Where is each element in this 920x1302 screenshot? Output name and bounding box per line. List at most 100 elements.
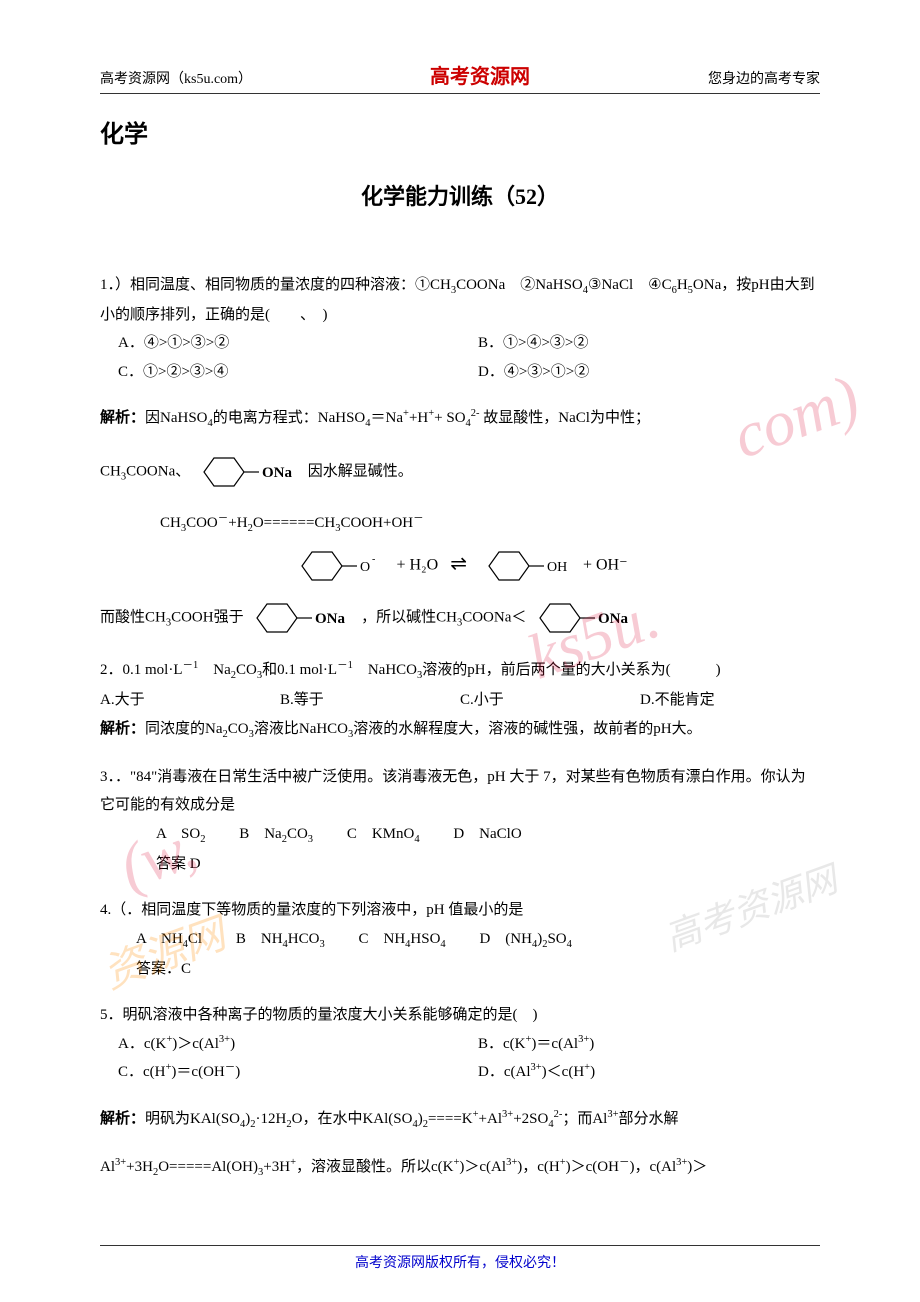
text: ====K (428, 1111, 473, 1127)
text: +Al (479, 1111, 502, 1127)
text: + H₂O (396, 557, 438, 574)
document-title: 化学能力训练（52） (100, 179, 820, 211)
q3-options: A SO2 B Na2CO3 C KMnO4 D NaClO (100, 820, 820, 850)
text: 部分水解 (619, 1111, 679, 1127)
text: Na (198, 662, 231, 678)
page: com) ks5u. (w, 资源网 高考资源网 高考资源网（ks5u.com）… (0, 0, 920, 1302)
option-d: D (NH4)2SO4 (479, 931, 571, 947)
q5-stem: 5．明矾溶液中各种离子的物质的量浓度大小关系能够确定的是( ) (100, 1001, 820, 1030)
option-d: D.不能肯定 (640, 686, 820, 715)
question-4: 4.（．相同温度下等物质的量浓度的下列溶液中，pH 值最小的是 A NH4Cl … (100, 896, 820, 983)
svg-text:ONa: ONa (598, 611, 629, 627)
text: +H (409, 410, 428, 426)
text: NaHCO (353, 662, 417, 678)
option-a: A NH4Cl (136, 931, 202, 947)
benzene-o-icon: O- (292, 546, 392, 586)
q1-options: A．④>①>③>② B．①>④>③>② C．①>②>③>④ D．④>③>①>② (100, 329, 820, 386)
text: 1．）相同温度、相同物质的量浓度的四种溶液：①CH (100, 277, 451, 293)
text: COOH+OH (341, 515, 414, 531)
option-b: B．①>④>③>② (460, 329, 820, 358)
analysis-label: 解析： (100, 410, 145, 426)
q2-analysis: 解析：同浓度的Na2CO3溶液比NaHCO3溶液的水解程度大，溶液的碱性强，故前… (100, 715, 820, 745)
text: + OH⁻ (583, 557, 628, 574)
option-c: C NH4HSO4 (358, 931, 445, 947)
q1-line3: 而酸性CH3COOH强于 ONa ，所以碱性CH3COONa＜ ONa (100, 598, 820, 638)
text: 溶液比NaHCO (254, 721, 348, 737)
q1-equation-1: CH3COO－+H2O======CH3COOH+OH－ (160, 510, 820, 534)
question-2: 2．0.1 mol·L－1 Na2CO3和0.1 mol·L－1 NaHCO3溶… (100, 656, 820, 744)
option-c: C.小于 (460, 686, 640, 715)
header-left: 高考资源网（ks5u.com） (100, 68, 252, 88)
text: CH (100, 464, 121, 480)
text: O，在水中KAl(SO (292, 1111, 413, 1127)
q1-stem: 1．）相同温度、相同物质的量浓度的四种溶液：①CH3COONa ②NaHSO4③… (100, 271, 820, 329)
q5-analysis-2: Al3++3H2O=====Al(OH)3+3H+，溶液显酸性。所以c(K+)＞… (100, 1153, 820, 1183)
option-b: B.等于 (280, 686, 460, 715)
text: 和0.1 mol·L (262, 662, 337, 678)
text: H (677, 277, 688, 293)
text: CO (236, 662, 257, 678)
text: )，c(Al (629, 1159, 676, 1175)
text: ③NaCl ④C (588, 277, 672, 293)
benzene-ona-icon: ONa (530, 598, 640, 638)
footer: 高考资源网版权所有，侵权必究！ (100, 1245, 820, 1272)
text: 故显酸性，NaCl为中性； (480, 410, 650, 426)
option-a: A．c(K+)＞c(Al3+) (100, 1030, 460, 1059)
text: CO (228, 721, 249, 737)
svg-text:O: O (360, 560, 370, 575)
text: 因NaHSO (145, 410, 208, 426)
text: Al (100, 1159, 115, 1175)
option-d: D．c(Al3+)＜c(H+) (460, 1058, 820, 1087)
text: ，所以碱性CH (361, 610, 457, 626)
text: )＞c(Al (459, 1159, 506, 1175)
q3-stem: 3．．"84"消毒液在日常生活中被广泛使用。该消毒液无色，pH 大于 7，对某些… (100, 763, 820, 820)
q2-stem: 2．0.1 mol·L－1 Na2CO3和0.1 mol·L－1 NaHCO3溶… (100, 656, 820, 686)
text: 因水解显碱性。 (308, 464, 413, 480)
text: )，c(H (517, 1159, 559, 1175)
q4-answer: 答案．C (100, 955, 820, 984)
svg-text:-: - (372, 554, 375, 565)
q4-stem: 4.（．相同温度下等物质的量浓度的下列溶液中，pH 值最小的是 (100, 896, 820, 925)
svg-text:ONa: ONa (315, 611, 346, 627)
option-a: A.大于 (100, 686, 280, 715)
option-c: C KMnO4 (347, 826, 420, 842)
text: COONa、 (126, 464, 190, 480)
option-d: D．④>③>①>② (460, 358, 820, 387)
text: COOH强于 (171, 610, 244, 626)
text: + SO (434, 410, 465, 426)
text: 溶液的水解程度大，溶液的碱性强，故前者的pH大。 (353, 721, 701, 737)
text: ；而Al (562, 1111, 607, 1127)
header: 高考资源网（ks5u.com） 高考资源网 您身边的高考专家 (100, 60, 820, 94)
text: )＞ (687, 1159, 707, 1175)
text: 2．0.1 mol·L (100, 662, 183, 678)
option-c: C．①>②>③>④ (100, 358, 460, 387)
q1-analysis: 解析：因NaHSO4的电离方程式：NaHSO4＝Na++H++ SO42- 故显… (100, 404, 820, 434)
q2-options: A.大于 B.等于 C.小于 D.不能肯定 (100, 686, 820, 715)
header-right: 您身边的高考专家 (708, 68, 820, 88)
analysis-label: 解析： (100, 1111, 145, 1127)
text: 而酸性CH (100, 610, 166, 626)
benzene-ona-icon: ONa (194, 452, 304, 492)
text: COONa ②NaHSO (456, 277, 583, 293)
option-a: A SO2 (156, 826, 205, 842)
text: 的电离方程式：NaHSO (213, 410, 366, 426)
text: 溶液的pH，前后两个量的大小关系为( ) (422, 662, 720, 678)
text: )＞c(OH (566, 1159, 619, 1175)
header-center: 高考资源网 (430, 60, 530, 89)
text: COO (186, 515, 218, 531)
text: O=====Al(OH) (158, 1159, 258, 1175)
text: +2SO (513, 1111, 548, 1127)
text: CH (160, 515, 181, 531)
text: ＝Na (371, 410, 404, 426)
q1-equation-2: O- + H₂O ⇌ OH + OH⁻ (100, 546, 820, 586)
question-5: 5．明矾溶液中各种离子的物质的量浓度大小关系能够确定的是( ) A．c(K+)＞… (100, 1001, 820, 1087)
analysis-label: 解析： (100, 721, 145, 737)
svg-text:ONa: ONa (262, 465, 293, 481)
question-3: 3．．"84"消毒液在日常生活中被广泛使用。该消毒液无色，pH 大于 7，对某些… (100, 763, 820, 878)
option-b: B NH4HCO3 (236, 931, 325, 947)
option-b: B Na2CO3 (239, 826, 313, 842)
text: +3H (263, 1159, 290, 1175)
option-c: C．c(H+)＝c(OH－) (100, 1058, 460, 1087)
option-d: D NaClO (453, 826, 521, 842)
option-b: B．c(K+)＝c(Al3+) (460, 1030, 820, 1059)
